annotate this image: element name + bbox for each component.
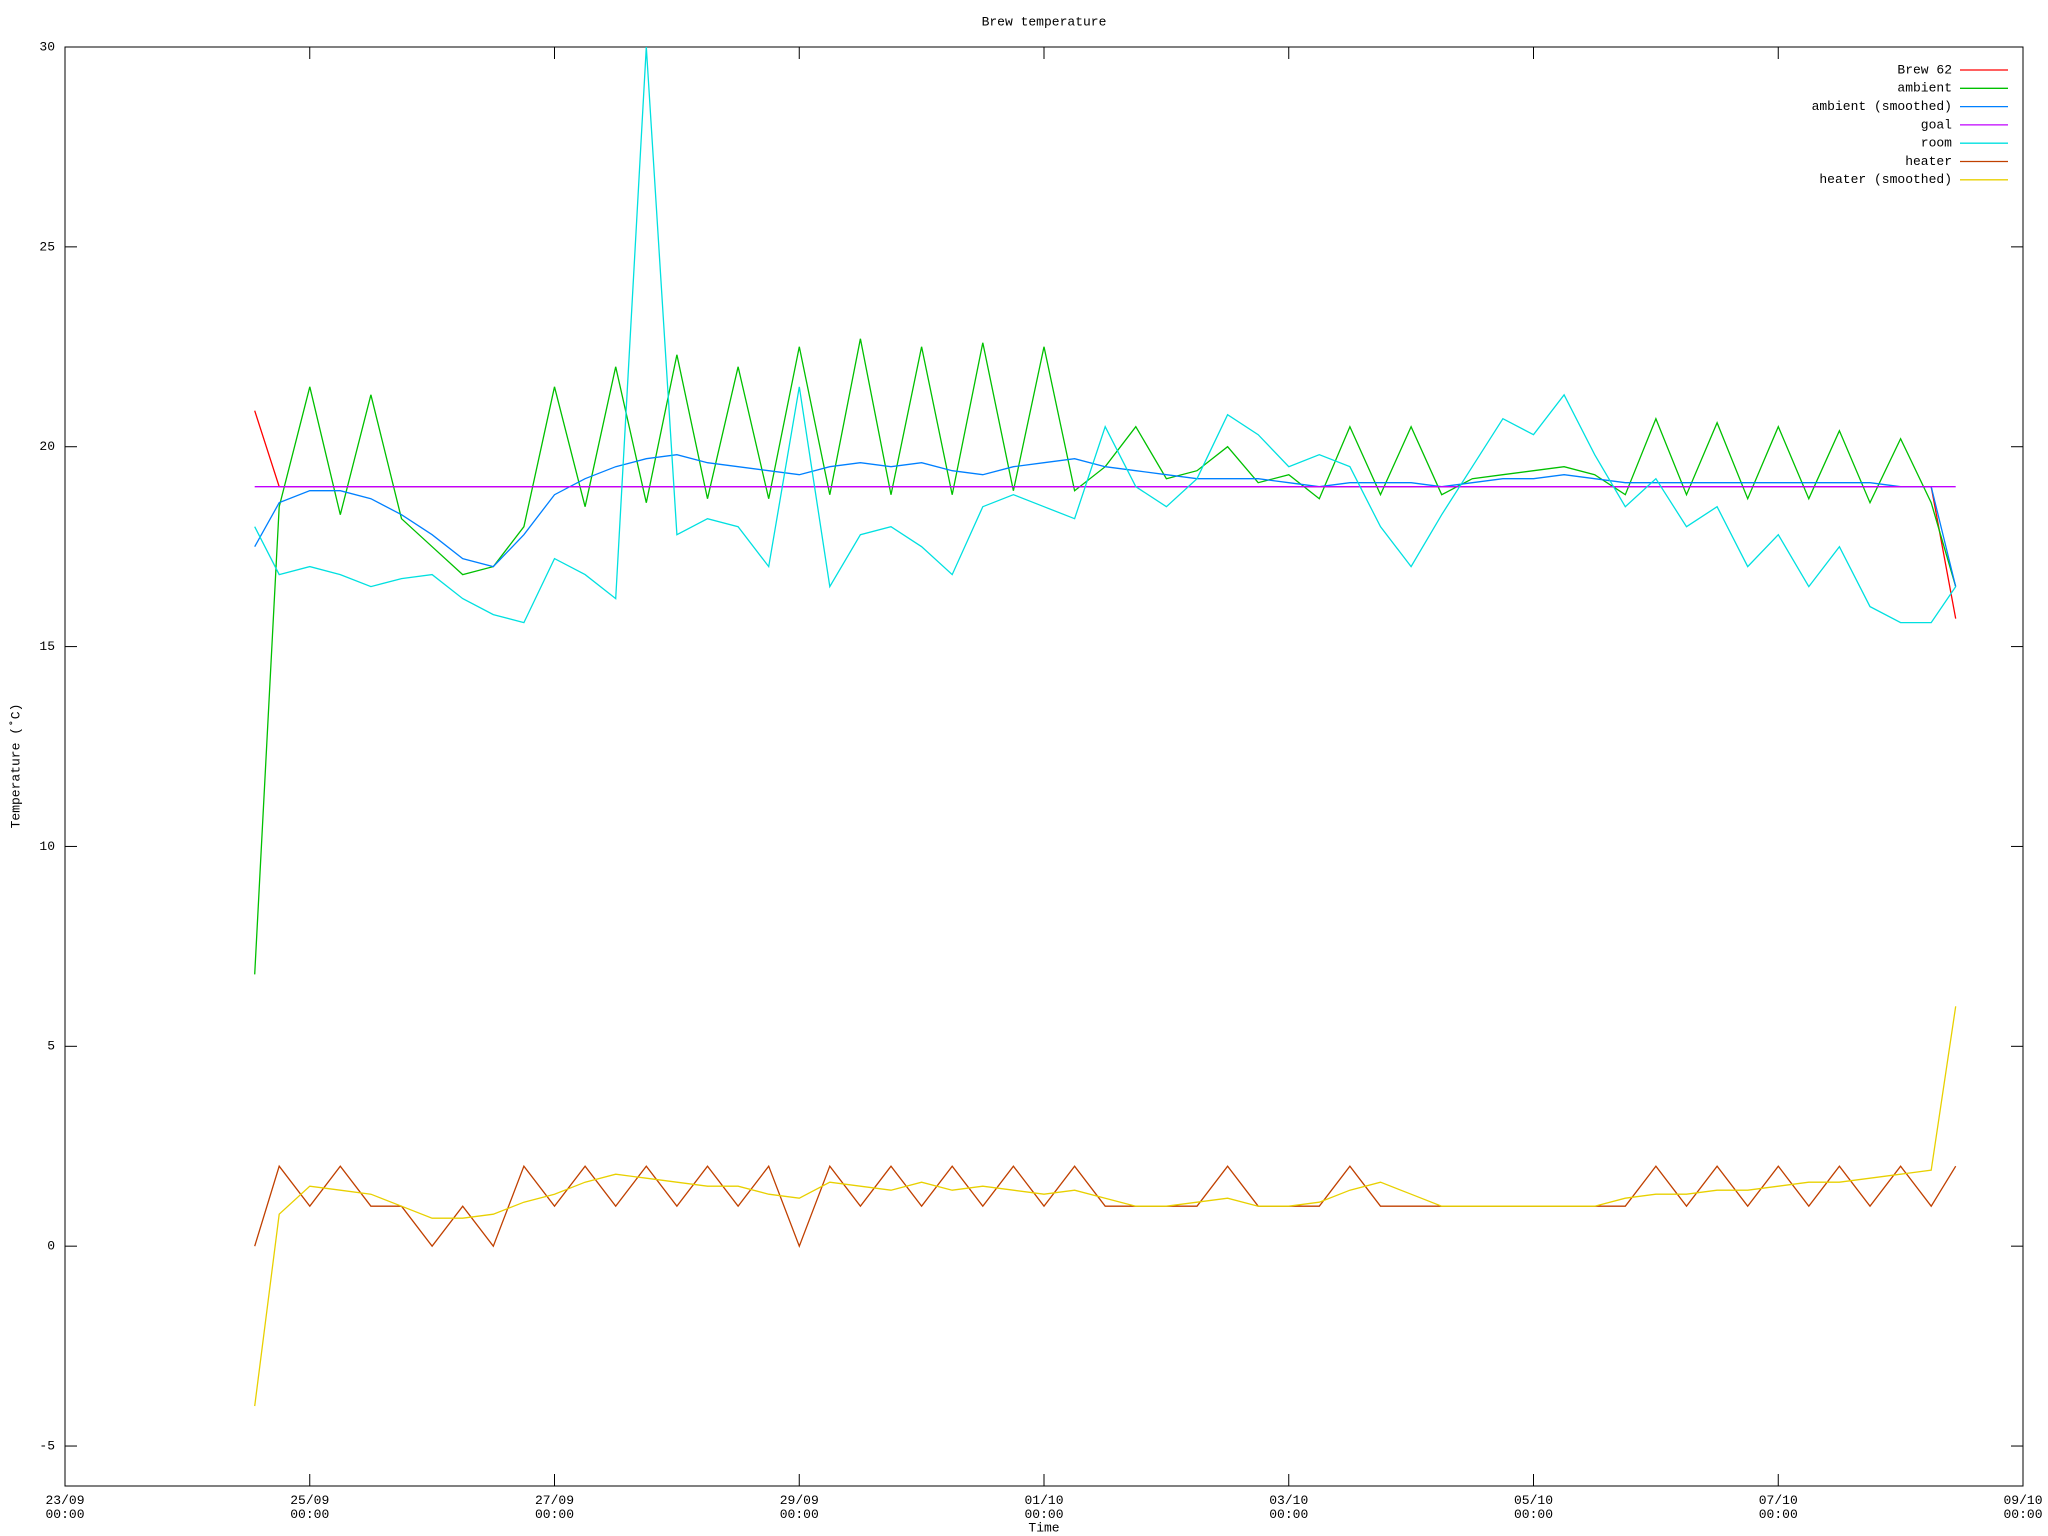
x-tick-label: 27/09 00:00 [534,1493,574,1522]
y-tick-label: 15 [39,639,55,654]
x-tick-label: 09/10 00:00 [2003,1493,2043,1522]
y-tick-label: 30 [39,39,55,54]
x-axis-label: Time [1028,1520,1059,1535]
x-tick-label: 23/09 00:00 [45,1493,85,1522]
x-tick-label: 05/10 00:00 [1513,1493,1553,1522]
y-axis-label: Temperature (˚C) [8,704,23,829]
y-tick-label: 10 [39,839,55,854]
legend-label: ambient [1897,81,1952,96]
series-line [254,454,1957,587]
x-tick-label: 03/10 00:00 [1269,1493,1309,1522]
series-line [254,410,1957,619]
plot-frame [64,46,2024,1487]
series-line [254,338,1957,975]
x-tick-label: 01/10 00:00 [1024,1493,1064,1522]
y-tick-label: -5 [39,1438,55,1453]
series-line [254,46,1957,624]
y-tick-label: 5 [47,1039,55,1054]
x-tick-label: 25/09 00:00 [290,1493,330,1522]
legend-label: Brew 62 [1897,62,1952,77]
legend-label: ambient (smoothed) [1812,99,1952,114]
chart-title: Brew temperature [982,14,1107,29]
x-tick-label: 29/09 00:00 [779,1493,819,1522]
series-line [254,1164,1957,1249]
y-tick-label: 20 [39,439,55,454]
legend-label: heater (smoothed) [1819,172,1952,187]
legend-label: heater [1905,154,1952,169]
y-tick-label: 25 [39,239,55,254]
x-tick-label: 07/10 00:00 [1758,1493,1798,1522]
y-tick-label: 0 [47,1239,55,1254]
series-line [254,1006,1957,1407]
legend-label: room [1921,136,1952,151]
legend-label: goal [1921,117,1952,132]
